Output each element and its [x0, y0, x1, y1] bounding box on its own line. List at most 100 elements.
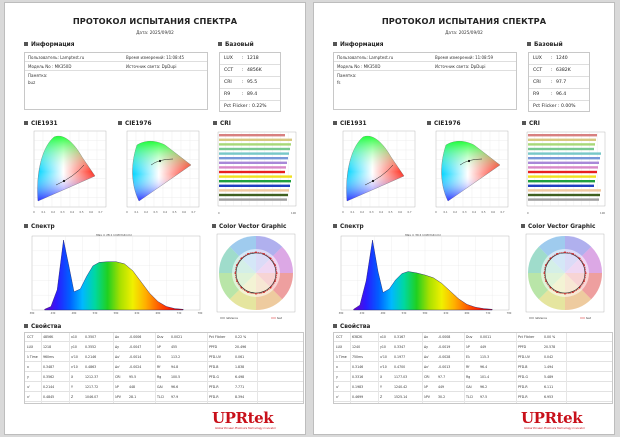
properties-row: x 0.3146 v'10 0.4700 Δv' -0.0013 Rf 96.4 PFD-B 1.… — [334, 363, 612, 372]
property-value: 0.042 — [544, 355, 554, 359]
property-key: λPV — [115, 395, 121, 399]
property-value: 96.4 — [480, 365, 488, 369]
test-point — [543, 272, 545, 274]
property-value: 0.3146 — [352, 365, 364, 369]
property-value: 101.4 — [480, 375, 490, 379]
property-key: x — [336, 365, 338, 369]
cri-bar — [528, 180, 595, 183]
property-value: -0.0014 — [129, 355, 142, 359]
basic-value: 1218 — [247, 56, 259, 61]
cie1976-chart: 0 0.1 0.2 0.3 0.4 0.5 0.6 0.7 — [126, 130, 200, 214]
test-point — [240, 286, 243, 289]
property-key: Rg — [157, 375, 162, 379]
axis-tick-label: 0.3 — [60, 210, 64, 214]
cri-bar — [528, 157, 600, 160]
property-key: x10 — [380, 335, 386, 339]
cri-bar — [219, 189, 289, 192]
test-point — [234, 272, 236, 274]
property-key: Δy — [115, 345, 120, 349]
property-key: y10 — [380, 345, 386, 349]
cie1931-chart: 0 0.1 0.2 0.3 0.4 0.5 0.6 0.7 — [33, 130, 107, 214]
property-value: 449 — [480, 345, 487, 349]
measurement-point — [467, 159, 471, 163]
section-basic-heading: Базовый — [527, 42, 563, 48]
basic-key: CRI — [224, 80, 232, 85]
property-key: PFD-B — [518, 365, 528, 369]
property-key: Rf — [157, 365, 161, 369]
axis-tick-label: 0.7 — [407, 210, 411, 214]
properties-row: LUX 1240 y10 0.3347 Δy -0.0019 λP 449 PPFD 20.578 — [334, 343, 612, 352]
test-point — [549, 257, 552, 260]
test-point — [236, 280, 238, 282]
cri-bar — [219, 134, 285, 137]
section-cri-heading: CRI — [213, 121, 231, 127]
property-key: Δv' — [115, 365, 120, 369]
property-value: 6.498 — [235, 375, 245, 379]
property-value: 1525.14 — [394, 395, 408, 399]
test-point — [274, 264, 276, 266]
axis-tick-label: 0.7 — [98, 210, 102, 214]
basic-panel: LUX:1240 CCT:6382K CRI:97.7 R9:96.4 Pct … — [528, 52, 590, 112]
property-value: -0.0006 — [129, 335, 142, 339]
property-value: 20.578 — [544, 345, 556, 349]
time-label: Время измерений: 11:08:59 — [435, 54, 494, 60]
property-value: -0.0028 — [438, 355, 451, 359]
section-basic-heading: Базовый — [218, 42, 254, 48]
table-divider — [422, 333, 423, 403]
table-divider — [41, 333, 42, 403]
property-key: PPFD — [209, 345, 218, 349]
property-value: 97.9 — [171, 395, 179, 399]
property-value: 1.494 — [544, 365, 554, 369]
property-key: PFD-R — [518, 385, 528, 389]
note-label: Памятка: — [28, 73, 48, 78]
report-page: ПРОТОКОЛ ИСПЫТАНИЯ СПЕКТРА Дата: 2025/09… — [4, 2, 306, 435]
basic-value: 95.5 — [247, 80, 258, 85]
cri-bar — [219, 193, 288, 197]
table-divider — [113, 333, 114, 403]
test-point — [263, 253, 265, 255]
test-point — [269, 286, 272, 289]
basic-key: LUX — [224, 56, 233, 61]
cri-bar — [219, 138, 292, 141]
property-value: 0.4845 — [43, 395, 55, 399]
property-value: 0.4863 — [85, 365, 97, 369]
measurement-point — [158, 159, 162, 163]
property-key: CRI — [115, 375, 121, 379]
property-key: PFD-UV — [518, 355, 530, 359]
axis-tick-label: 0 — [33, 210, 35, 214]
properties-row: v' 0.4845 Z 1046.07 λPV 28.1 TLCI 97.9 PFD-R 8.39… — [25, 393, 303, 402]
axis-tick-label: 0.1 — [41, 210, 45, 214]
cri-bar — [219, 152, 289, 155]
property-key: Δu' — [115, 355, 121, 359]
user-label: Пользователь: Lamptest.ru — [28, 54, 85, 60]
axis-tick-label: 0 — [218, 211, 220, 215]
section-cie1931-heading: CIE1931 — [333, 121, 367, 127]
table-divider — [350, 333, 351, 403]
axis-tick-label: 480 — [72, 311, 77, 315]
table-divider — [516, 333, 517, 403]
property-key: Duv — [466, 335, 473, 339]
basic-key: CRI — [533, 80, 541, 85]
report-date: Дата: 2025/09/02 — [136, 30, 174, 35]
table-divider — [566, 333, 567, 403]
cri-bar — [528, 134, 597, 137]
property-value: -0.0047 — [129, 345, 142, 349]
spectrum-area — [44, 239, 184, 311]
property-key: x — [27, 365, 29, 369]
property-key: LUX — [27, 345, 34, 349]
properties-row: λ Time 960ms u'10 0.2146 Δu' -0.0014 Eλ 113.2 PF… — [25, 353, 303, 362]
axis-tick-label: 0.6 — [89, 210, 93, 214]
section-cri-heading: CRI — [522, 121, 540, 127]
section-cie1976-heading: CIE1976 — [427, 121, 461, 127]
property-value: -0.0008 — [438, 335, 451, 339]
axis-tick-label: 0.5 — [481, 210, 485, 214]
properties-row: y 0.3316 X 1177.03 CRI 97.7 Rg 101.4 PFD-G 5.489 — [334, 373, 612, 382]
axis-tick-label: 0.2 — [360, 210, 364, 214]
section-spectrum-heading: Спектр — [333, 224, 364, 230]
section-cie1976-heading: CIE1976 — [118, 121, 152, 127]
property-value: 94.8 — [171, 365, 179, 369]
basic-value: 1240 — [556, 56, 568, 61]
basic-key: CCT — [533, 68, 543, 73]
cri-chart: 0 100 — [217, 131, 296, 215]
test-point — [556, 291, 558, 293]
